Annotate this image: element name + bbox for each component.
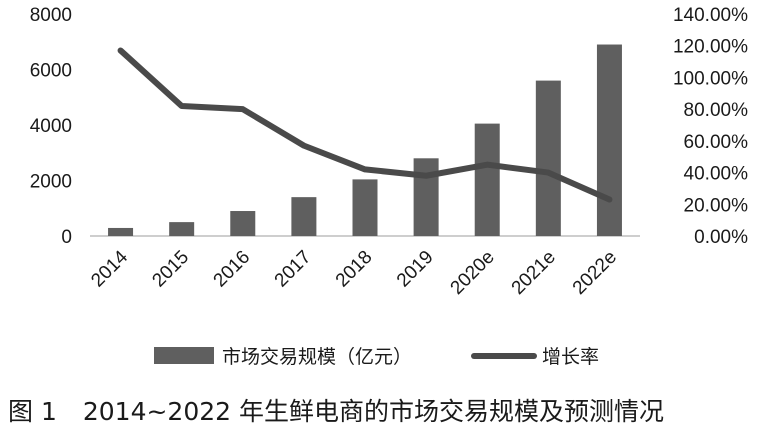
growth-rate-line [117,47,613,203]
x-tick-label: 2016 [210,247,255,292]
x-tick-label: 2021e [508,247,560,299]
x-tick-label: 2018 [332,247,377,292]
legend: 市场交易规模（亿元） 增长率 [154,346,599,368]
y-left-tick-label: 0 [61,227,72,248]
y-right-tick-label: 40.00% [684,164,749,185]
bar [352,179,378,236]
y-right-tick-label: 0.00% [694,227,748,248]
y-right-tick-label: 120.00% [673,37,748,58]
bar [596,44,622,237]
y-axis-right: 0.00% 20.00% 40.00% 60.00% 80.00% 100.00% 120.… [673,5,748,248]
bar [169,222,195,236]
x-axis: 2014 2015 2016 2017 2018 2019 2020e 2021e 2022e [87,246,621,299]
bar [474,123,500,236]
y-left-tick-label: 8000 [30,5,72,26]
y-left-tick-label: 4000 [30,116,72,137]
x-tick-label: 2020e [447,247,499,299]
legend-label-bar: 市场交易规模（亿元） [222,346,412,368]
combo-chart: 0 2000 4000 6000 8000 0.00% 20.00% 40.00% 60.00… [30,5,748,368]
bar [108,227,134,236]
x-tick-label: 2019 [393,247,438,292]
figure-caption: 图 1 2014~2022 年生鲜电商的市场交易规模及预测情况 [0,392,760,432]
caption-text: 2014~2022 年生鲜电商的市场交易规模及预测情况 [82,397,665,426]
bar [230,211,256,236]
y-right-tick-label: 20.00% [684,195,749,216]
y-left-tick-label: 6000 [30,61,72,82]
legend-swatch-bar [154,347,214,364]
figure-label: 图 1 [8,397,57,426]
y-right-tick-label: 140.00% [673,5,748,26]
x-tick-label: 2014 [87,246,132,291]
y-axis-left: 0 2000 4000 6000 8000 [30,5,72,248]
y-right-tick-label: 80.00% [684,100,749,121]
bar [535,80,561,236]
x-tick-label: 2022e [569,247,621,299]
legend-label-line: 增长率 [542,346,599,368]
y-left-tick-label: 2000 [30,172,72,193]
bar [291,197,317,236]
y-right-tick-label: 60.00% [684,132,749,153]
y-right-tick-label: 100.00% [673,68,748,89]
x-tick-label: 2017 [271,247,316,292]
bar [413,158,439,236]
bar-series [108,44,622,237]
x-tick-label: 2015 [148,247,193,292]
